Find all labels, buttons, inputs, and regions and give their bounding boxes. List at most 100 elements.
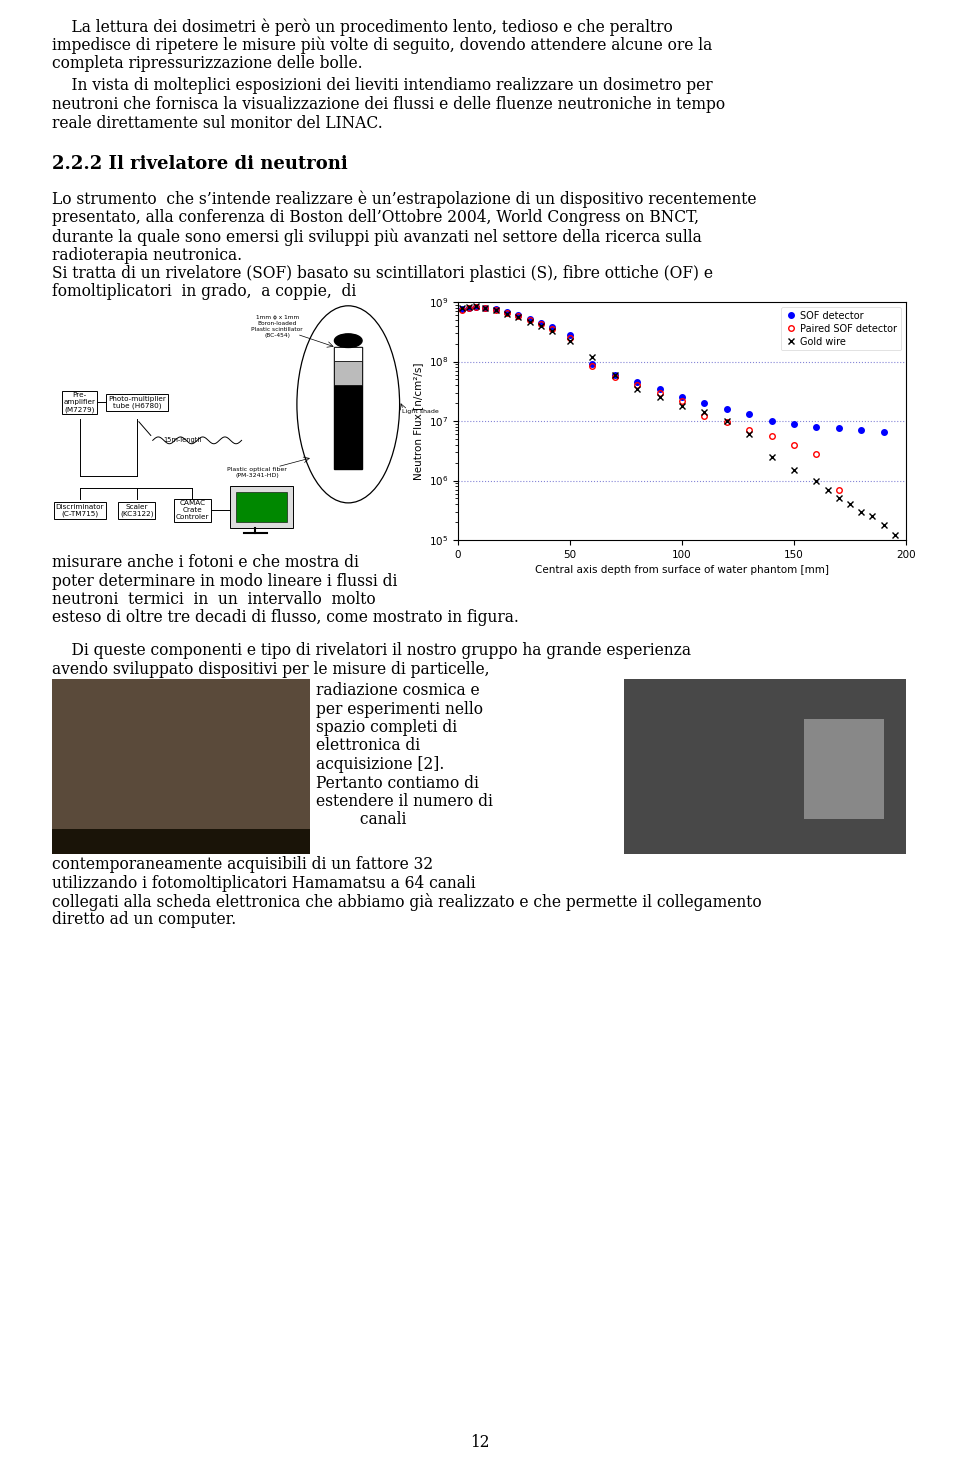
SOF detector xyxy=(654,380,665,398)
Text: acquisizione [2].: acquisizione [2]. xyxy=(316,756,444,773)
Text: neutroni che fornisca la visualizzazione dei flussi e delle fluenze neutroniche : neutroni che fornisca la visualizzazione… xyxy=(52,96,725,113)
Bar xyxy=(334,361,362,386)
Gold wire xyxy=(564,332,576,349)
Paired SOF detector xyxy=(546,320,558,338)
Text: spazio completi di: spazio completi di xyxy=(316,719,457,735)
Paired SOF detector xyxy=(810,444,822,462)
Gold wire xyxy=(833,490,845,507)
Text: radiazione cosmica e: radiazione cosmica e xyxy=(316,681,480,699)
Gold wire xyxy=(822,481,833,499)
Paired SOF detector xyxy=(479,300,491,317)
Text: Scaler
(KC3122): Scaler (KC3122) xyxy=(120,504,154,518)
Paired SOF detector xyxy=(457,301,468,319)
Gold wire xyxy=(535,317,546,335)
Text: Lo strumento  che s’intende realizzare è un’estrapolazione di un dispositivo rec: Lo strumento che s’intende realizzare è … xyxy=(52,192,756,209)
SOF detector xyxy=(855,421,867,439)
SOF detector xyxy=(491,301,502,319)
Paired SOF detector xyxy=(587,357,598,374)
Paired SOF detector xyxy=(766,428,778,446)
Paired SOF detector xyxy=(535,316,546,333)
Line: SOF detector: SOF detector xyxy=(460,304,886,434)
Gold wire xyxy=(546,322,558,339)
Paired SOF detector xyxy=(501,304,513,322)
Bar xyxy=(334,348,362,469)
Text: esteso di oltre tre decadi di flusso, come mostrato in figura.: esteso di oltre tre decadi di flusso, co… xyxy=(52,610,518,627)
Paired SOF detector xyxy=(513,307,524,325)
Paired SOF detector xyxy=(743,421,755,439)
Gold wire xyxy=(609,366,620,383)
SOF detector xyxy=(464,300,475,317)
SOF detector xyxy=(470,298,482,316)
SOF detector xyxy=(721,401,732,418)
Gold wire xyxy=(524,313,536,330)
X-axis label: Central axis depth from surface of water phantom [mm]: Central axis depth from surface of water… xyxy=(535,566,829,575)
SOF detector xyxy=(513,307,524,325)
Text: 15m-length: 15m-length xyxy=(163,437,202,443)
Text: misurare anche i fotoni e che mostra di: misurare anche i fotoni e che mostra di xyxy=(52,554,359,572)
Bar xyxy=(229,485,293,528)
Text: Pre-
amplifier
(M7279): Pre- amplifier (M7279) xyxy=(63,392,96,412)
SOF detector xyxy=(810,418,822,436)
Paired SOF detector xyxy=(721,414,732,431)
Text: durante la quale sono emersi gli sviluppi più avanzati nel settore della ricerca: durante la quale sono emersi gli svilupp… xyxy=(52,228,702,246)
Text: Discriminator
(C-TM715): Discriminator (C-TM715) xyxy=(56,504,104,518)
Text: diretto ad un computer.: diretto ad un computer. xyxy=(52,911,236,928)
Gold wire xyxy=(587,348,598,366)
Gold wire xyxy=(470,297,482,314)
Text: elettronica di: elettronica di xyxy=(316,737,420,754)
SOF detector xyxy=(632,373,643,390)
Bar xyxy=(334,348,362,361)
Text: presentato, alla conferenza di Boston dell’Ottobre 2004, World Congress on BNCT,: presentato, alla conferenza di Boston de… xyxy=(52,209,699,227)
SOF detector xyxy=(524,310,536,327)
Gold wire xyxy=(513,308,524,326)
Gold wire xyxy=(632,380,643,398)
SOF detector xyxy=(788,415,800,433)
Text: Di queste componenti e tipo di rivelatori il nostro gruppo ha grande esperienza: Di queste componenti e tipo di rivelator… xyxy=(52,642,691,659)
Text: canali: canali xyxy=(316,811,406,829)
Text: radioterapia neutronica.: radioterapia neutronica. xyxy=(52,247,242,263)
Paired SOF detector xyxy=(833,481,845,499)
Bar xyxy=(235,493,287,522)
Bar xyxy=(52,678,310,854)
Gold wire xyxy=(491,301,502,319)
Bar xyxy=(624,678,906,854)
Gold wire xyxy=(855,503,867,520)
SOF detector xyxy=(676,389,687,406)
SOF detector xyxy=(743,405,755,423)
Text: avendo sviluppato dispositivi per le misure di particelle,: avendo sviluppato dispositivi per le mis… xyxy=(52,661,490,677)
Gold wire xyxy=(501,306,513,323)
Text: fomoltiplicatori  in grado,  a coppie,  di: fomoltiplicatori in grado, a coppie, di xyxy=(52,284,356,301)
Paired SOF detector xyxy=(564,329,576,346)
Paired SOF detector xyxy=(632,376,643,393)
Gold wire xyxy=(766,447,778,465)
Legend: SOF detector, Paired SOF detector, Gold wire: SOF detector, Paired SOF detector, Gold … xyxy=(780,307,901,351)
Bar xyxy=(52,829,310,854)
Text: poter determinare in modo lineare i flussi di: poter determinare in modo lineare i flus… xyxy=(52,573,397,589)
Text: In vista di molteplici esposizioni dei lieviti intendiamo realizzare un dosimetr: In vista di molteplici esposizioni dei l… xyxy=(52,77,712,95)
Gold wire xyxy=(676,398,687,415)
Text: per esperimenti nello: per esperimenti nello xyxy=(316,700,483,718)
SOF detector xyxy=(546,319,558,336)
Gold wire xyxy=(889,526,900,544)
Gold wire xyxy=(464,298,475,316)
Gold wire xyxy=(699,404,710,421)
Paired SOF detector xyxy=(676,392,687,409)
Paired SOF detector xyxy=(470,298,482,316)
Paired SOF detector xyxy=(699,408,710,425)
Gold wire xyxy=(877,516,889,534)
Gold wire xyxy=(743,425,755,443)
Text: 1mm ϕ x 1mm
Boron-loaded
Plastic scintillator
(BC-454): 1mm ϕ x 1mm Boron-loaded Plastic scintil… xyxy=(252,316,303,338)
Text: Pertanto contiamo di: Pertanto contiamo di xyxy=(316,775,479,791)
SOF detector xyxy=(587,355,598,373)
SOF detector xyxy=(609,366,620,383)
Ellipse shape xyxy=(334,333,362,348)
Gold wire xyxy=(867,507,878,525)
Paired SOF detector xyxy=(654,385,665,402)
Paired SOF detector xyxy=(788,436,800,453)
Line: Gold wire: Gold wire xyxy=(460,304,898,538)
Text: Photo-multiplier
tube (H6780): Photo-multiplier tube (H6780) xyxy=(108,396,166,409)
Text: Si tratta di un rivelatore (SOF) basato su scintillatori plastici (S), fibre ott: Si tratta di un rivelatore (SOF) basato … xyxy=(52,265,713,282)
SOF detector xyxy=(877,424,889,442)
SOF detector xyxy=(535,314,546,332)
Text: impedisce di ripetere le misure più volte di seguito, dovendo attendere alcune o: impedisce di ripetere le misure più volt… xyxy=(52,37,712,54)
